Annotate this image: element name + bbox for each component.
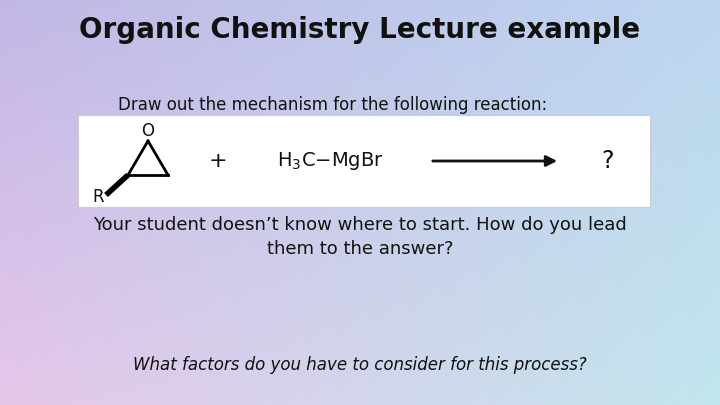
Text: Draw out the mechanism for the following reaction:: Draw out the mechanism for the following… [118, 96, 547, 114]
Text: Organic Chemistry Lecture example: Organic Chemistry Lecture example [79, 16, 641, 44]
Text: Your student doesn’t know where to start. How do you lead
them to the answer?: Your student doesn’t know where to start… [93, 215, 627, 258]
Text: ?: ? [602, 149, 614, 173]
Bar [78, 115, 650, 207]
Text: O: O [142, 122, 155, 140]
Text: H$_3$C−MgBr: H$_3$C−MgBr [276, 150, 383, 172]
Text: What factors do you have to consider for this process?: What factors do you have to consider for… [133, 356, 587, 374]
Text: R: R [92, 188, 104, 206]
FancyArrowPatch shape [433, 157, 554, 166]
Text: +: + [209, 151, 228, 171]
